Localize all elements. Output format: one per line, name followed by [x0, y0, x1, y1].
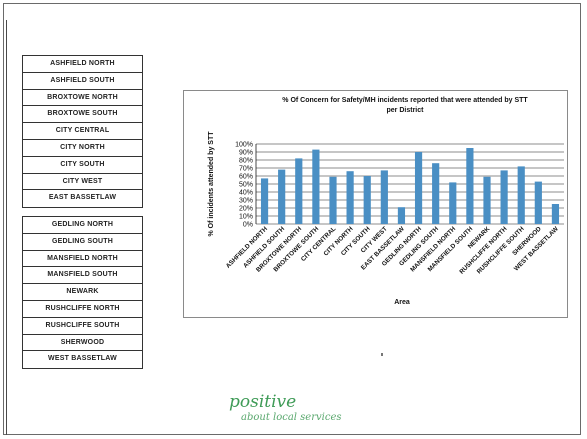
bar	[329, 176, 337, 224]
bar	[260, 178, 269, 224]
bar	[363, 176, 371, 224]
bar	[500, 170, 508, 224]
district-item[interactable]: SHERWOOD	[23, 335, 142, 352]
chart-title: % Of Concern for Safety/MH incidents rep…	[282, 97, 528, 104]
scan-mark	[381, 353, 383, 356]
district-item[interactable]: GEDLING SOUTH	[23, 234, 142, 251]
bar	[312, 149, 320, 224]
y-tick-label: 80%	[239, 158, 253, 165]
y-axis-label: % Of incidents attended by STT	[208, 131, 215, 237]
positive-logo: positive about local services	[229, 392, 349, 428]
y-tick-label: 30%	[239, 198, 253, 205]
district-item[interactable]: CITY SOUTH	[23, 157, 142, 174]
district-item[interactable]: NEWARK	[23, 284, 142, 301]
bar	[295, 158, 303, 224]
y-tick-label: 60%	[239, 174, 253, 181]
district-item[interactable]: ASHFIELD NORTH	[23, 56, 142, 73]
district-item[interactable]: WEST BASSETLAW	[48, 355, 117, 363]
district-item[interactable]: CITY CENTRAL	[23, 123, 142, 140]
bar	[466, 148, 474, 224]
district-item[interactable]: CITY WEST	[23, 174, 142, 191]
y-tick-label: 20%	[239, 206, 253, 213]
district-item[interactable]: CITY NORTH	[23, 140, 142, 157]
district-item[interactable]: EAST BASSETLAW	[48, 194, 117, 202]
bar	[432, 163, 440, 224]
y-tick-label: 50%	[239, 182, 253, 189]
x-axis-label: Area	[394, 299, 410, 306]
bar	[483, 176, 491, 224]
bar	[397, 207, 406, 224]
chart-title-line2: per District	[387, 107, 425, 114]
district-item[interactable]: BROXTOWE NORTH	[23, 90, 142, 107]
district-list-group-1: ASHFIELD NORTH ASHFIELD SOUTH BROXTOWE N…	[22, 55, 143, 209]
logo-tagline: about local services	[241, 412, 342, 423]
district-item[interactable]: RUSHCLIFFE SOUTH	[23, 318, 142, 335]
chart-panel: % Of Concern for Safety/MH incidents rep…	[183, 90, 568, 318]
district-item[interactable]: GEDLING NORTH	[23, 217, 142, 234]
district-item[interactable]: BROXTOWE SOUTH	[23, 106, 142, 124]
bar	[414, 152, 423, 224]
bar	[517, 166, 525, 224]
bar-chart: % Of Concern for Safety/MH incidents rep…	[208, 97, 564, 306]
bar	[449, 182, 457, 224]
logo-word: positive	[229, 392, 297, 412]
district-list-group-2: GEDLING NORTH GEDLING SOUTH MANSFIELD NO…	[22, 216, 143, 370]
y-tick-label: 90%	[239, 150, 253, 157]
bar	[380, 170, 388, 224]
y-tick-label: 100%	[235, 142, 253, 149]
y-tick-label: 0%	[243, 222, 253, 229]
bar	[346, 171, 354, 224]
bar	[534, 181, 542, 224]
y-tick-label: 70%	[239, 166, 253, 173]
bar	[278, 169, 286, 224]
district-item[interactable]: MANSFIELD SOUTH	[23, 267, 142, 285]
district-item[interactable]: RUSHCLIFFE NORTH	[23, 301, 142, 318]
left-margin-rule	[6, 20, 7, 435]
y-tick-label: 40%	[239, 190, 253, 197]
y-tick-label: 10%	[239, 214, 253, 221]
district-item[interactable]: ASHFIELD SOUTH	[23, 73, 142, 90]
district-item[interactable]: MANSFIELD NORTH	[23, 251, 142, 268]
bar	[551, 204, 560, 224]
